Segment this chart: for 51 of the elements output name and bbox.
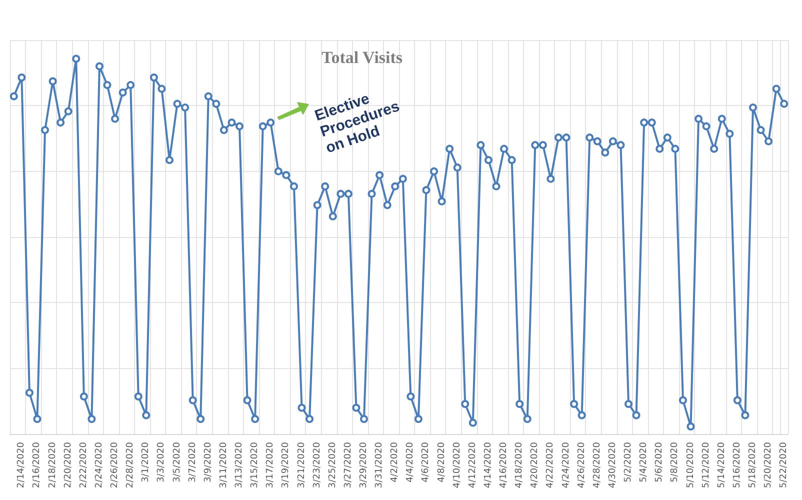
x-tick-label: 4/2/2020	[390, 442, 400, 482]
x-tick-label: 5/10/2020	[686, 442, 696, 488]
x-tick-label: 5/2/2020	[624, 442, 634, 482]
x-tick-label: 5/16/2020	[732, 442, 742, 488]
x-tick-label: 2/28/2020	[126, 442, 136, 488]
x-tick-label: 4/18/2020	[514, 442, 525, 488]
x-tick-label: 2/20/2020	[63, 442, 74, 488]
x-tick-label: 2/22/2020	[78, 442, 89, 488]
x-tick-label: 2/14/2020	[16, 442, 27, 488]
x-tick-label: 3/15/2020	[250, 442, 260, 488]
x-tick-label: 3/25/2020	[328, 442, 338, 488]
x-tick-label: 2/16/2020	[32, 442, 42, 488]
x-tick-label: 4/10/2020	[452, 442, 462, 488]
x-tick-label: 3/7/2020	[188, 442, 198, 482]
x-tick-label: 4/4/2020	[406, 442, 416, 482]
x-tick-label: 3/17/2020	[266, 442, 276, 488]
x-tick-label: 5/18/2020	[748, 442, 758, 488]
x-tick-label: 4/30/2020	[608, 442, 618, 488]
x-tick-label: 3/23/2020	[312, 442, 322, 488]
x-tick-label: 4/12/2020	[468, 442, 478, 488]
x-tick-label: 3/5/2020	[172, 442, 182, 482]
x-tick-label: 4/8/2020	[436, 442, 447, 482]
x-tick-label: 5/12/2020	[701, 442, 712, 488]
x-tick-label: 4/14/2020	[483, 442, 494, 488]
x-tick-label: 4/20/2020	[530, 442, 540, 488]
x-tick-label: 5/14/2020	[716, 442, 727, 488]
x-tick-label: 3/9/2020	[203, 442, 214, 482]
x-tick-label: 4/6/2020	[421, 442, 432, 482]
x-tick-label: 5/4/2020	[639, 442, 650, 482]
x-tick-label: 3/13/2020	[234, 442, 245, 488]
x-tick-label: 3/1/2020	[141, 442, 152, 482]
x-tick-label: 5/6/2020	[654, 442, 665, 482]
x-tick-label: 3/3/2020	[156, 442, 167, 482]
x-tick-label: 2/18/2020	[48, 442, 58, 488]
x-tick-label: 5/20/2020	[764, 442, 774, 488]
x-tick-label: 4/22/2020	[546, 442, 556, 488]
x-tick-label: 3/31/2020	[374, 442, 385, 488]
x-tick-label: 3/19/2020	[281, 442, 292, 488]
x-tick-label: 3/21/2020	[296, 442, 307, 488]
x-tick-label: 2/24/2020	[94, 442, 104, 488]
x-tick-label: 2/26/2020	[110, 442, 120, 488]
x-tick-label: 3/29/2020	[358, 442, 369, 488]
x-tick-label: 4/16/2020	[499, 442, 510, 488]
x-tick-label: 4/28/2020	[592, 442, 602, 488]
x-tick-label: 5/22/2020	[779, 442, 790, 488]
x-tick-label: 5/8/2020	[670, 442, 680, 482]
x-tick-label: 4/24/2020	[561, 442, 572, 488]
x-tick-label: 3/27/2020	[343, 442, 354, 488]
x-tick-label: 4/26/2020	[576, 442, 587, 488]
chart-title: Total Visits	[321, 48, 403, 67]
x-tick-label: 3/11/2020	[218, 442, 229, 488]
